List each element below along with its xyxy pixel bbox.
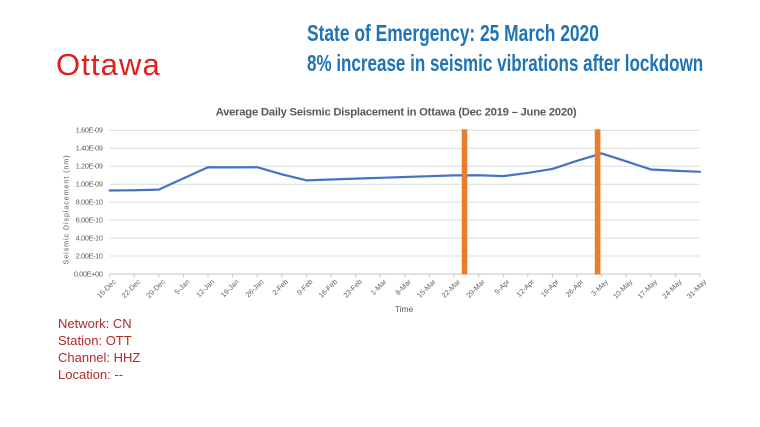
- svg-text:15-Mar: 15-Mar: [415, 277, 438, 300]
- svg-text:31-May: 31-May: [685, 277, 709, 301]
- svg-text:12-Apr: 12-Apr: [514, 277, 536, 299]
- svg-text:2.00E-10: 2.00E-10: [76, 251, 103, 260]
- svg-text:23-Feb: 23-Feb: [341, 277, 363, 299]
- svg-text:Seismic Displacement (nm): Seismic Displacement (nm): [62, 155, 71, 265]
- svg-text:19-Jan: 19-Jan: [219, 277, 241, 299]
- svg-text:3-May: 3-May: [589, 277, 610, 298]
- svg-text:26-Apr: 26-Apr: [563, 277, 585, 299]
- svg-text:26-Jan: 26-Jan: [243, 277, 265, 299]
- svg-text:0.00E+00: 0.00E+00: [74, 269, 103, 278]
- svg-text:16-Feb: 16-Feb: [317, 277, 339, 299]
- svg-text:1.40E-09: 1.40E-09: [76, 144, 103, 153]
- svg-text:22-Mar: 22-Mar: [440, 277, 463, 300]
- svg-text:6.00E-10: 6.00E-10: [76, 216, 103, 225]
- svg-text:12-Jan: 12-Jan: [194, 277, 216, 299]
- svg-text:8-Mar: 8-Mar: [393, 277, 413, 297]
- svg-text:24-May: 24-May: [660, 277, 684, 301]
- svg-text:4.00E-10: 4.00E-10: [76, 233, 103, 242]
- svg-text:5-Apr: 5-Apr: [493, 277, 512, 296]
- svg-text:8.00E-10: 8.00E-10: [76, 198, 103, 207]
- svg-text:19-Apr: 19-Apr: [539, 277, 561, 299]
- svg-text:22-Dec: 22-Dec: [120, 277, 143, 300]
- svg-text:Average Daily Seismic Displace: Average Daily Seismic Displacement in Ot…: [216, 107, 577, 119]
- svg-text:29-Mar: 29-Mar: [464, 277, 487, 300]
- svg-text:17-May: 17-May: [636, 277, 660, 301]
- svg-text:9-Feb: 9-Feb: [295, 277, 315, 297]
- svg-text:1.00E-09: 1.00E-09: [76, 180, 103, 189]
- svg-text:15-Dec: 15-Dec: [95, 277, 118, 300]
- svg-text:1.20E-09: 1.20E-09: [76, 162, 103, 171]
- svg-text:Time: Time: [395, 304, 414, 314]
- svg-text:1.60E-09: 1.60E-09: [76, 126, 103, 135]
- svg-text:10-May: 10-May: [611, 277, 635, 301]
- svg-text:5-Jan: 5-Jan: [172, 277, 191, 296]
- svg-text:1-Mar: 1-Mar: [369, 277, 389, 297]
- svg-text:2-Feb: 2-Feb: [270, 277, 290, 297]
- svg-text:29-Dec: 29-Dec: [144, 277, 167, 300]
